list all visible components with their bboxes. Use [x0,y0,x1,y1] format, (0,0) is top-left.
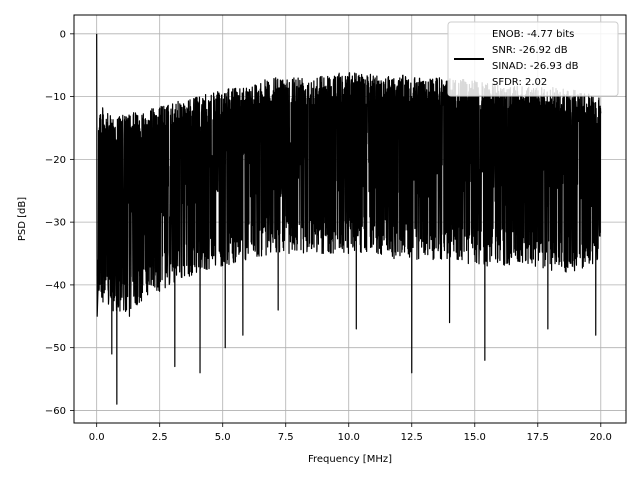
x-tick-label: 0.0 [89,432,105,443]
y-axis-label: PSD [dB] [17,197,28,241]
x-tick-label: 2.5 [152,432,168,443]
legend-enob: ENOB: -4.77 bits [492,29,574,40]
x-ticks: 0.0 2.5 5.0 7.5 10.0 12.5 15.0 17.5 20.0 [89,423,612,443]
y-tick-label: −60 [45,406,66,417]
axes-frame [73,14,627,424]
x-axis-label: Frequency [MHz] [308,454,392,465]
y-tick-label: −10 [45,92,66,103]
y-tick-label: −20 [45,155,66,166]
x-tick-label: 10.0 [338,432,360,443]
legend-sfdr: SFDR: 2.02 [492,77,547,88]
legend: ENOB: -4.77 bits SNR: -26.92 dB SINAD: -… [447,21,619,97]
legend-box [447,21,619,97]
x-tick-label: 5.0 [215,432,231,443]
y-ticks: 0 −10 −20 −30 −40 −50 −60 [45,29,74,417]
legend-sinad: SINAD: -26.93 dB [492,61,579,72]
x-tick-label: 15.0 [464,432,486,443]
x-tick-label: 17.5 [527,432,549,443]
y-tick-label: −40 [45,280,66,291]
x-tick-label: 7.5 [278,432,294,443]
x-tick-label: 12.5 [401,432,423,443]
y-tick-label: −30 [45,218,66,229]
y-tick-label: 0 [60,29,66,40]
y-tick-label: −50 [45,343,66,354]
legend-snr: SNR: -26.92 dB [492,45,568,56]
x-tick-label: 20.0 [590,432,612,443]
series-psd [96,33,602,405]
psd-trace [96,33,602,405]
